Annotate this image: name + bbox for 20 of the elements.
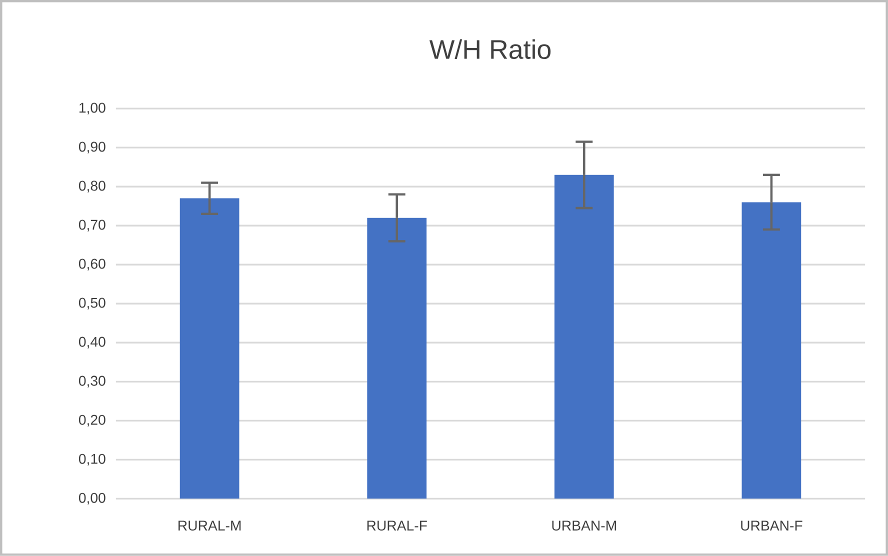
y-tick-label: 0,10 — [78, 454, 106, 466]
bar — [180, 198, 240, 499]
y-tick-label: 0,70 — [78, 220, 106, 232]
y-tick-label: 1,00 — [79, 102, 106, 115]
y-tick-label: 0,90 — [78, 142, 106, 154]
x-tick-label: RURAL-M — [178, 520, 241, 531]
y-tick-label: 0,40 — [78, 336, 106, 349]
y-tick-label: 0,80 — [78, 180, 106, 193]
x-tick-label: RURAL-F — [367, 520, 427, 531]
x-tick-label: URBAN-F — [741, 520, 802, 531]
y-tick-label: 0,60 — [78, 258, 106, 271]
y-tick-label: 0,30 — [78, 376, 106, 388]
bar — [742, 202, 802, 499]
x-tick-label: URBAN-M — [552, 520, 616, 531]
y-tick-label: 0,20 — [78, 414, 106, 427]
bar — [367, 218, 427, 499]
bar — [554, 174, 614, 499]
y-tick-label: 0,00 — [78, 492, 106, 505]
y-tick-label: 0,50 — [78, 298, 106, 310]
chart-title: W/H Ratio — [429, 39, 551, 60]
